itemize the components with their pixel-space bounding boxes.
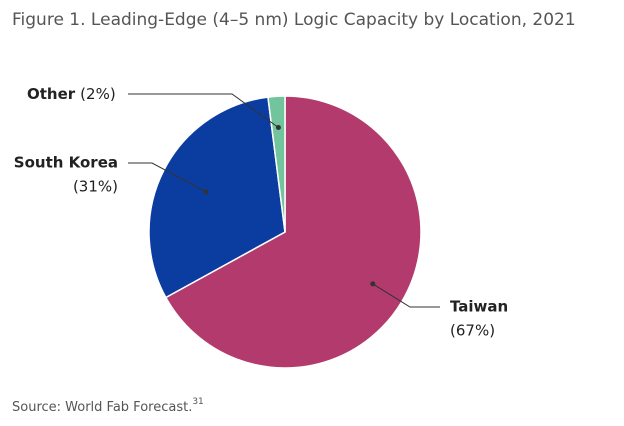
pie-slice xyxy=(267,95,286,233)
leader-dot xyxy=(370,281,376,287)
category-label: South Korea xyxy=(14,154,118,172)
value-label: (67%) xyxy=(450,322,495,340)
leader-line xyxy=(128,93,279,128)
category-label: Taiwan xyxy=(450,298,508,316)
source-text: Source: World Fab Forecast. xyxy=(12,400,192,415)
leader-line xyxy=(128,162,207,193)
leader-line xyxy=(372,283,440,308)
leader-dot xyxy=(203,189,209,195)
source: Source: World Fab Forecast.31 xyxy=(12,397,204,415)
pie-slice xyxy=(164,95,422,369)
category-label: Other xyxy=(27,85,76,103)
source-note: 31 xyxy=(192,397,203,407)
pie-slice xyxy=(148,96,286,299)
chart-title: Figure 1. Leading-Edge (4–5 nm) Logic Ca… xyxy=(12,10,576,30)
slice-label: Other (2%) xyxy=(27,85,116,103)
value-label: (2%) xyxy=(80,85,116,103)
leader-dot xyxy=(275,124,281,130)
value-label: (31%) xyxy=(73,178,118,196)
